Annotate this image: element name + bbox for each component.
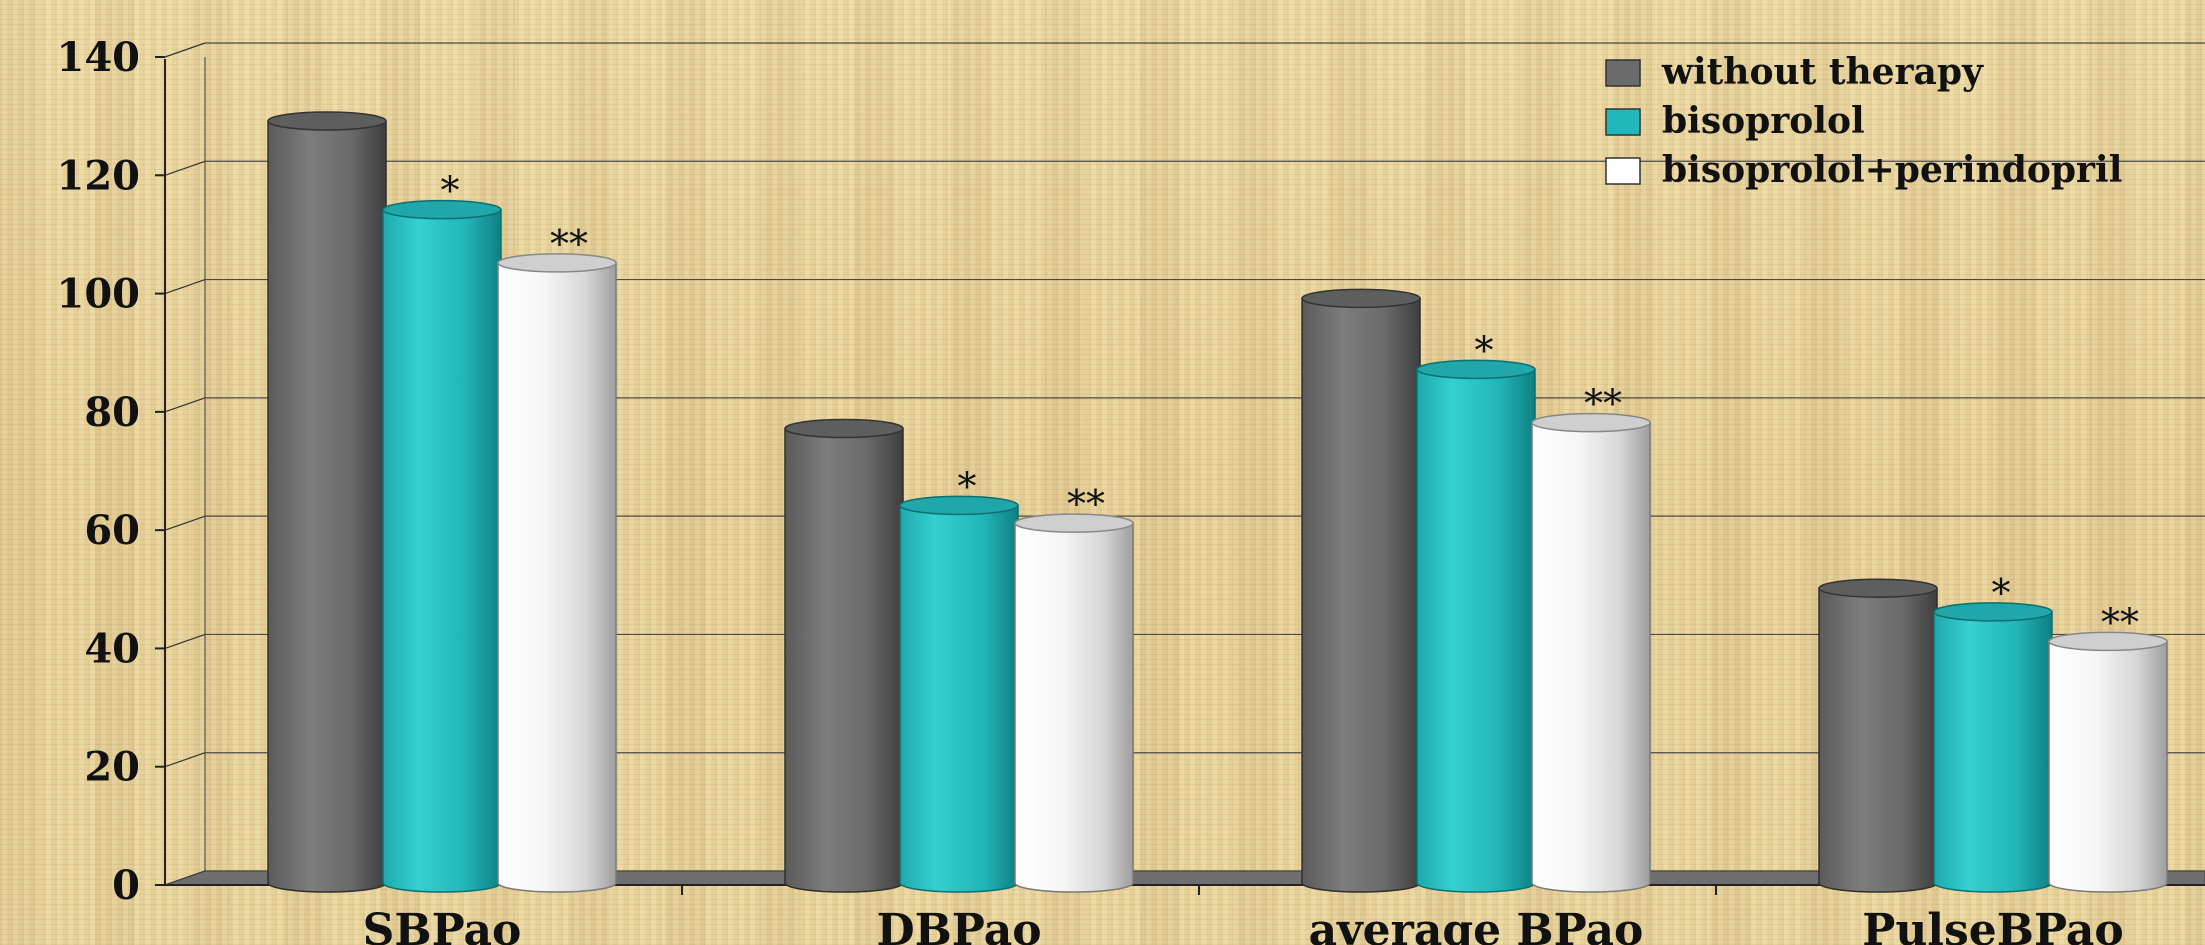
y-tick-label: 0: [112, 862, 140, 909]
significance-marker: *: [1475, 328, 1494, 372]
bar-without-therapy-dbpao: [784, 427, 904, 893]
y-tick-label: 40: [84, 625, 140, 672]
y-tick-label: 120: [57, 152, 141, 199]
bar-cap: [1014, 513, 1134, 533]
bar-cap: [1531, 412, 1651, 433]
bar-bisoprolol-perindopril-sbpao: [497, 262, 617, 893]
legend-swatch: [1605, 157, 1641, 185]
bars: **** ********: [267, 111, 2168, 893]
gridline-diagonal: [164, 633, 206, 649]
bar-without-therapy-sbpao: [267, 120, 387, 893]
y-tick-label: 140: [57, 34, 141, 81]
bar-cap: [2048, 631, 2168, 652]
x-category-label: SBPao: [363, 905, 522, 945]
significance-marker: **: [2101, 600, 2139, 644]
bar-bisoprolol-perindopril-pulsebpao: [2048, 640, 2168, 893]
x-category-label: DBPao: [876, 905, 1041, 945]
bar-cap: [497, 253, 617, 273]
gridline-diagonal: [164, 279, 206, 295]
significance-marker: **: [1584, 382, 1622, 426]
significance-marker: *: [958, 464, 977, 508]
bar-bisoprolol-sbpao: [382, 208, 502, 893]
y-axis: 0 20 40 60 80 100 120 140: [57, 34, 166, 909]
gridline-diagonal: [164, 397, 206, 413]
bar-bisoprolol-perindopril-dbpao: [1014, 522, 1134, 893]
y-tick-label: 60: [84, 507, 140, 554]
legend: without therapy bisoprolol bisoprolol+peri…: [1605, 51, 2122, 191]
legend-label: bisoprolol+perindopril: [1662, 149, 2122, 191]
significance-marker: **: [550, 222, 588, 266]
gridline-diagonal: [164, 160, 206, 176]
y-tick-label: 100: [57, 271, 141, 318]
bar-bisoprolol-average-bpao: [1416, 368, 1536, 893]
legend-swatch: [1605, 59, 1641, 87]
gridline-diagonal: [164, 752, 206, 768]
bar-bisoprolol-pulsebpao: [1933, 611, 2053, 893]
x-category-label: average BPao: [1309, 905, 1644, 945]
bar-cap: [1933, 602, 2053, 622]
legend-swatch: [1605, 108, 1641, 136]
x-category-label: PulseBPao: [1862, 905, 2124, 945]
bar-cap: [1301, 288, 1421, 309]
bar-cap: [382, 199, 502, 220]
legend-label: without therapy: [1661, 51, 1984, 93]
significance-marker: *: [441, 169, 460, 213]
significance-marker: *: [1992, 571, 2011, 615]
bar-bisoprolol-perindopril-average-bpao: [1531, 421, 1651, 893]
bar-cap: [784, 418, 904, 439]
legend-label: bisoprolol: [1662, 100, 1865, 142]
gridline-diagonal: [164, 42, 206, 58]
significance-marker: **: [1067, 482, 1105, 526]
bar-cap: [267, 111, 387, 131]
x-axis-labels: SBPao DBPao average BPao PulseBPao: [363, 885, 2124, 945]
y-tick-label: 20: [84, 744, 140, 791]
bar-cap: [1416, 359, 1536, 380]
gridline-diagonal: [164, 515, 206, 531]
bar-without-therapy-average-bpao: [1301, 297, 1421, 893]
y-tick-label: 80: [84, 389, 140, 436]
bar-cap: [1818, 578, 1938, 598]
bar-bisoprolol-dbpao: [899, 504, 1019, 893]
bar-without-therapy-pulsebpao: [1818, 587, 1938, 893]
bar-cap: [899, 495, 1019, 516]
